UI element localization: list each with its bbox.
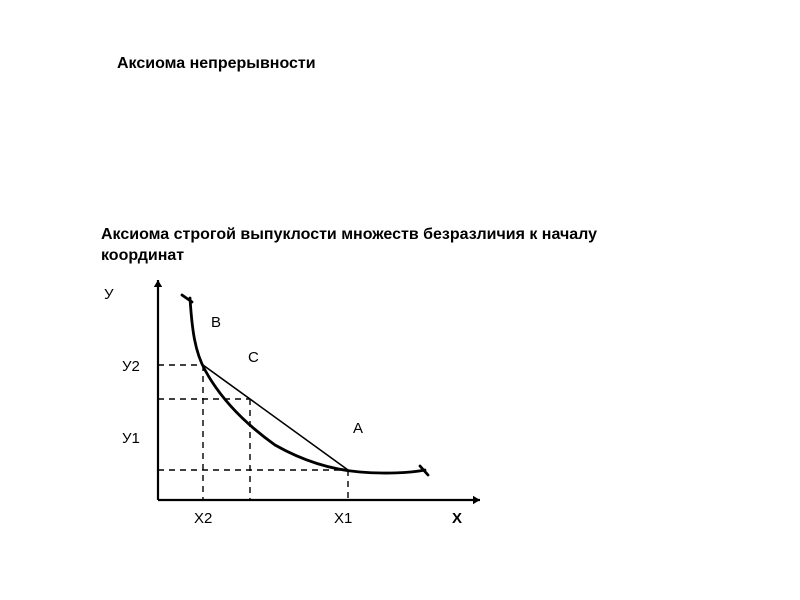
convexity-diagram bbox=[100, 270, 530, 540]
title-convexity-axiom: Аксиома строгой выпуклости множеств безр… bbox=[101, 225, 621, 267]
title-continuity-axiom: Аксиома непрерывности bbox=[117, 55, 316, 73]
